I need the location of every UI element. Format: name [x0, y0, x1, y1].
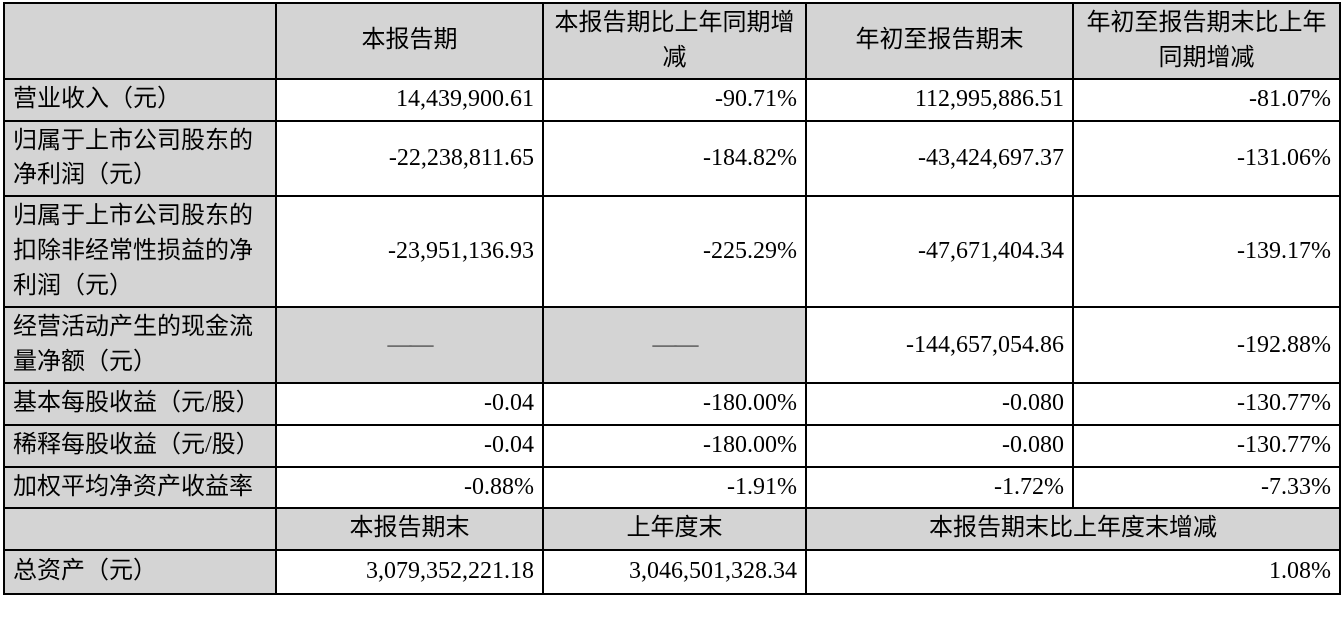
- row-header: 归属于上市公司股东的净利润（元）: [3, 119, 277, 198]
- row-header: 加权平均净资产收益率: [3, 465, 277, 509]
- value-cell: -184.82%: [542, 119, 807, 198]
- row-header: 归属于上市公司股东的扣除非经常性损益的净利润（元）: [3, 195, 277, 309]
- value-cell: -47,671,404.34: [805, 195, 1074, 309]
- table-row-total-assets: 总资产（元） 3,079,352,221.18 3,046,501,328.34…: [3, 548, 1341, 595]
- row-header: 基本每股收益（元/股）: [3, 381, 277, 426]
- value-cell: -225.29%: [542, 195, 807, 309]
- column-header-prior-year-end: 上年度末: [542, 506, 807, 551]
- column-header-period-end-change: 本报告期末比上年度末增减: [805, 506, 1341, 551]
- row-header: 营业收入（元）: [3, 77, 277, 122]
- table-row-basic-eps: 基本每股收益（元/股） -0.04 -180.00% -0.080 -130.7…: [3, 381, 1341, 426]
- column-header-ytd: 年初至报告期末: [805, 2, 1074, 80]
- value-cell: -22,238,811.65: [275, 119, 544, 198]
- value-cell: -0.080: [805, 381, 1074, 426]
- value-cell: 1.08%: [805, 548, 1341, 595]
- period-end-corner-cell: [3, 506, 277, 551]
- value-cell: -81.07%: [1072, 77, 1341, 122]
- column-header-current-period-yoy-change: 本报告期比上年同期增减: [542, 2, 807, 80]
- value-cell: -23,951,136.93: [275, 195, 544, 309]
- row-header: 总资产（元）: [3, 548, 277, 595]
- value-cell: -0.04: [275, 381, 544, 426]
- corner-header-cell: [3, 2, 277, 80]
- column-header-current-period-end: 本报告期末: [275, 506, 544, 551]
- column-header-ytd-yoy-change: 年初至报告期末比上年同期增减: [1072, 2, 1341, 80]
- row-header: 经营活动产生的现金流量净额（元）: [3, 306, 277, 384]
- empty-dash-cell: ——: [275, 306, 544, 384]
- value-cell: -0.04: [275, 423, 544, 468]
- value-cell: -130.77%: [1072, 381, 1341, 426]
- value-cell: 112,995,886.51: [805, 77, 1074, 122]
- table-row-weighted-avg-roe: 加权平均净资产收益率 -0.88% -1.91% -1.72% -7.33%: [3, 465, 1341, 509]
- value-cell: -43,424,697.37: [805, 119, 1074, 198]
- value-cell: -180.00%: [542, 381, 807, 426]
- value-cell: -1.72%: [805, 465, 1074, 509]
- value-cell: -0.080: [805, 423, 1074, 468]
- value-cell: -131.06%: [1072, 119, 1341, 198]
- period-end-header-row: 本报告期末 上年度末 本报告期末比上年度末增减: [3, 506, 1341, 551]
- row-header: 稀释每股收益（元/股）: [3, 423, 277, 468]
- value-cell: -90.71%: [542, 77, 807, 122]
- value-cell: -0.88%: [275, 465, 544, 509]
- table-row-net-profit-excl-nonrecurring: 归属于上市公司股东的扣除非经常性损益的净利润（元） -23,951,136.93…: [3, 195, 1341, 309]
- table-row-net-profit: 归属于上市公司股东的净利润（元） -22,238,811.65 -184.82%…: [3, 119, 1341, 198]
- value-cell: 3,046,501,328.34: [542, 548, 807, 595]
- value-cell: -144,657,054.86: [805, 306, 1074, 384]
- value-cell: -7.33%: [1072, 465, 1341, 509]
- table-row-revenue: 营业收入（元） 14,439,900.61 -90.71% 112,995,88…: [3, 77, 1341, 122]
- value-cell: -180.00%: [542, 423, 807, 468]
- value-cell: 3,079,352,221.18: [275, 548, 544, 595]
- value-cell: -192.88%: [1072, 306, 1341, 384]
- table-row-operating-cash-flow: 经营活动产生的现金流量净额（元） —— —— -144,657,054.86 -…: [3, 306, 1341, 384]
- value-cell: -1.91%: [542, 465, 807, 509]
- table-row-diluted-eps: 稀释每股收益（元/股） -0.04 -180.00% -0.080 -130.7…: [3, 423, 1341, 468]
- value-cell: -139.17%: [1072, 195, 1341, 309]
- financial-summary-table: 本报告期 本报告期比上年同期增减 年初至报告期末 年初至报告期末比上年同期增减 …: [3, 2, 1341, 595]
- empty-dash-cell: ——: [542, 306, 807, 384]
- value-cell: 14,439,900.61: [275, 77, 544, 122]
- value-cell: -130.77%: [1072, 423, 1341, 468]
- header-row: 本报告期 本报告期比上年同期增减 年初至报告期末 年初至报告期末比上年同期增减: [3, 2, 1341, 80]
- column-header-current-period: 本报告期: [275, 2, 544, 80]
